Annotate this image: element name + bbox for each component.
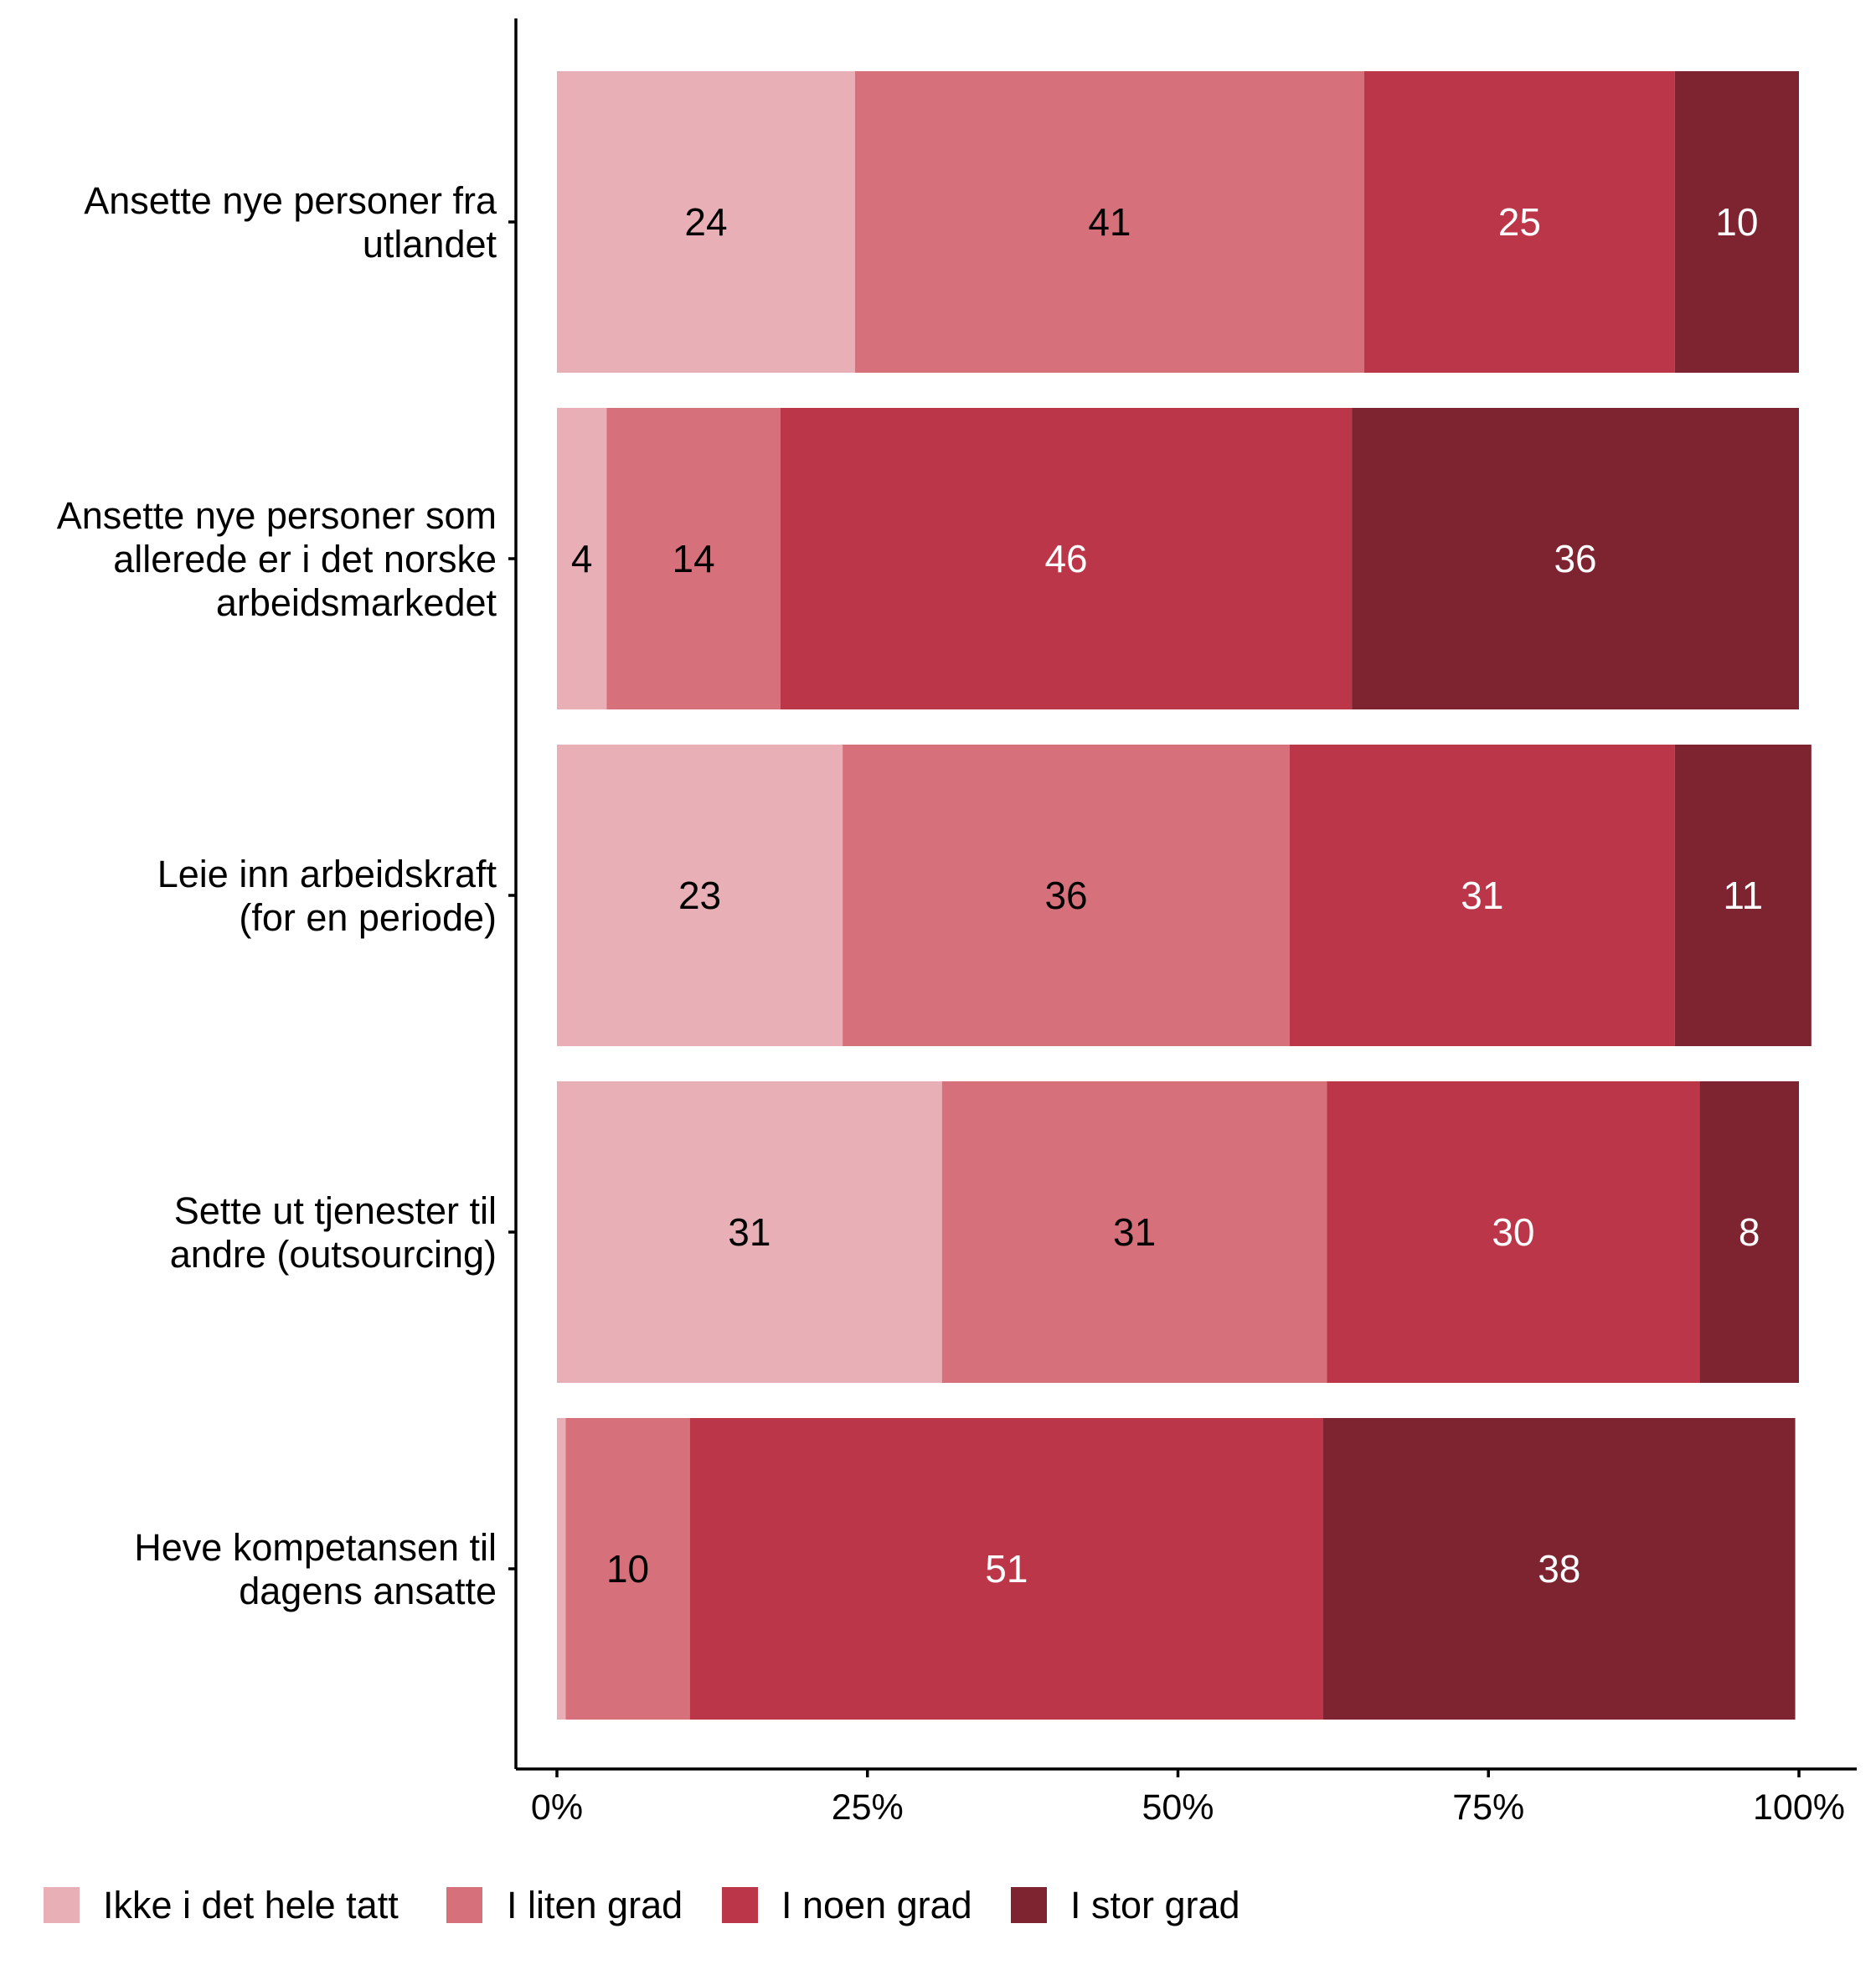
bar-value-label: 23 xyxy=(678,874,721,917)
bar-segment-5-i-stor-grad xyxy=(1323,1418,1796,1720)
bar-segment-4-i-noen-grad xyxy=(1327,1081,1700,1383)
y-tick-label: Ansette nye personer fra utlandet xyxy=(84,179,497,266)
bar-segment-5-ikke-i-det-hele-tatt xyxy=(557,1418,566,1720)
bar-segment-1-i-stor-grad xyxy=(1674,71,1799,373)
bar-value-label: 31 xyxy=(1113,1210,1156,1254)
x-ticks-layer: 0% 25% 50% 75% 100% xyxy=(531,1769,1845,1828)
bar-value-label: 41 xyxy=(1088,200,1131,244)
y-tick-label: Ansette nye personer som allerede er i de… xyxy=(57,494,497,624)
x-tick-label: 0% xyxy=(531,1787,583,1828)
x-tick-label: 50% xyxy=(1142,1787,1214,1828)
bar-segment-2-ikke-i-det-hele-tatt xyxy=(557,408,607,709)
bar-segment-5-i-noen-grad xyxy=(689,1418,1324,1720)
axes-layer xyxy=(514,18,1857,1771)
bar-value-label: 31 xyxy=(728,1210,770,1254)
bar-value-label: 11 xyxy=(1723,874,1763,917)
legend-swatch-i-noen-grad xyxy=(722,1887,758,1923)
legend-label: I noen grad xyxy=(781,1884,972,1926)
legend: Ikke i det hele tatt I liten grad I noen g… xyxy=(44,1884,1240,1926)
bar-segment-1-i-noen-grad xyxy=(1363,71,1675,373)
bar-segment-4-ikke-i-det-hele-tatt xyxy=(557,1081,942,1383)
bar-segment-2-i-noen-grad xyxy=(780,408,1353,709)
legend-label: I liten grad xyxy=(507,1884,683,1926)
bar-value-label: 25 xyxy=(1498,200,1541,244)
bar-value-label: 14 xyxy=(673,537,715,580)
bar-segment-4-i-liten-grad xyxy=(941,1081,1327,1383)
bar-value-label: 8 xyxy=(1739,1210,1760,1254)
bar-value-label: 36 xyxy=(1554,537,1596,580)
bar-segment-1-ikke-i-det-hele-tatt xyxy=(557,71,855,373)
legend-swatch-i-stor-grad xyxy=(1011,1887,1047,1923)
bar-labels-layer: 24 41 25 10 4 14 46 36 23 36 31 11 31 31 30 8 10 51 38 xyxy=(571,200,1763,1591)
bar-value-label: 4 xyxy=(571,537,593,580)
bar-value-label: 31 xyxy=(1461,874,1503,917)
bar-segment-3-ikke-i-det-hele-tatt xyxy=(557,745,843,1046)
bar-segment-3-i-liten-grad xyxy=(843,745,1290,1046)
bar-segment-2-i-stor-grad xyxy=(1352,408,1799,709)
bar-value-label: 38 xyxy=(1538,1547,1580,1591)
legend-swatch-ikke-i-det-hele-tatt xyxy=(44,1887,80,1923)
legend-swatch-i-liten-grad xyxy=(446,1887,482,1923)
bars-layer xyxy=(557,71,1812,1720)
bar-segment-4-i-stor-grad xyxy=(1699,1081,1799,1383)
bar-value-label: 46 xyxy=(1044,537,1087,580)
bar-segment-2-i-liten-grad xyxy=(606,408,781,709)
legend-label: Ikke i det hele tatt xyxy=(103,1884,399,1926)
legend-label: I stor grad xyxy=(1070,1884,1240,1926)
bar-segment-1-i-liten-grad xyxy=(854,71,1364,373)
bar-segment-3-i-stor-grad xyxy=(1674,745,1812,1046)
x-tick-label: 100% xyxy=(1753,1787,1845,1828)
y-tick-label: Sette ut tjenester til andre (outsourcing… xyxy=(170,1189,497,1276)
bar-segment-3-i-noen-grad xyxy=(1289,745,1675,1046)
bar-value-label: 36 xyxy=(1044,874,1087,917)
y-ticks-layer: Ansette nye personer fra utlandet Ansette … xyxy=(57,179,516,1612)
bar-value-label: 10 xyxy=(1715,200,1758,244)
bar-value-label: 10 xyxy=(606,1547,649,1591)
bar-value-label: 51 xyxy=(985,1547,1028,1591)
y-tick-label: Leie inn arbeidskraft (for en periode) xyxy=(157,853,497,939)
y-tick-label: Heve kompetansen til dagens ansatte xyxy=(134,1526,497,1612)
bar-value-label: 30 xyxy=(1492,1210,1534,1254)
x-tick-label: 25% xyxy=(832,1787,904,1828)
x-tick-label: 75% xyxy=(1452,1787,1524,1828)
bar-value-label: 24 xyxy=(684,200,727,244)
bar-segment-5-i-liten-grad xyxy=(565,1418,690,1720)
